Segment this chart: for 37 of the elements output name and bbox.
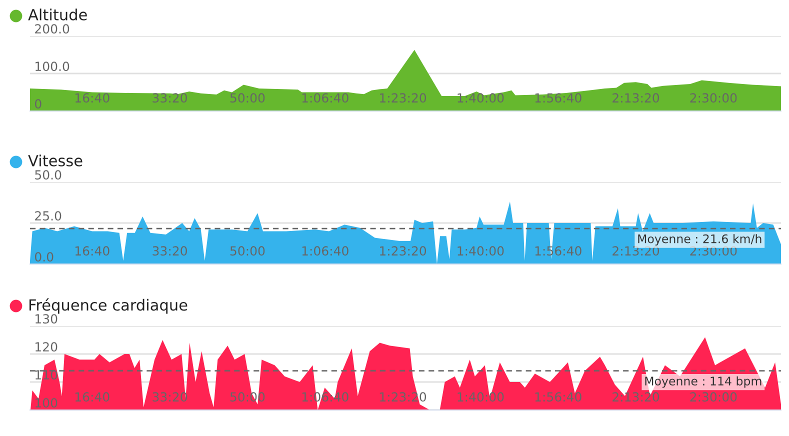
y-tick-label: 25.0 — [35, 211, 62, 221]
x-tick-label: 1:06:40 — [302, 246, 348, 256]
x-tick-label: 16:40 — [75, 246, 110, 256]
x-tick-label: 1:40:00 — [458, 246, 504, 256]
y-tick-label: 0 — [34, 99, 42, 109]
x-tick-label: 1:23:20 — [380, 93, 426, 103]
y-tick-label: 130 — [36, 314, 58, 324]
x-tick-label: 2:30:00 — [690, 246, 737, 256]
y-tick-label: 100 — [36, 398, 58, 408]
x-tick-label: 50:00 — [230, 246, 265, 256]
x-tick-label: 2:30:00 — [690, 93, 737, 103]
x-tick-label: 1:06:40 — [302, 93, 348, 103]
y-tick-label: 0.0 — [34, 252, 54, 262]
x-tick-label: 1:56:40 — [535, 392, 582, 402]
x-tick-label: 1:40:00 — [458, 392, 504, 402]
x-tick-label: 16:40 — [75, 392, 110, 402]
y-tick-label: 200.0 — [35, 24, 70, 34]
x-tick-label: 16:40 — [75, 93, 110, 103]
x-tick-label: 2:13:20 — [612, 392, 660, 402]
x-tick-label: 33:20 — [152, 392, 187, 402]
x-tick-label: 1:23:20 — [380, 246, 426, 256]
y-tick-label: 50.0 — [35, 170, 62, 180]
chart-title: Vitesse — [28, 154, 82, 166]
ref-line-label: Moyenne : 21.6 km/h — [638, 234, 762, 246]
x-tick-label: 33:20 — [152, 246, 187, 256]
x-tick-label: 2:13:20 — [612, 93, 660, 103]
y-tick-label: 100.0 — [36, 62, 70, 72]
x-tick-label: 2:13:20 — [612, 246, 660, 256]
chart-title: Altitude — [28, 8, 87, 20]
chart-title: Fréquence cardiaque — [30, 298, 188, 314]
x-tick-label: 1:56:40 — [535, 93, 582, 103]
y-tick-label: 120 — [36, 342, 58, 352]
ref-line-label: Moyenne : 114 bpm — [645, 376, 762, 388]
x-tick-label: 1:40:00 — [458, 93, 504, 103]
x-tick-label: 33:20 — [152, 93, 187, 103]
x-tick-label: 50:00 — [230, 93, 265, 103]
x-tick-label: 2:30:00 — [690, 392, 737, 402]
